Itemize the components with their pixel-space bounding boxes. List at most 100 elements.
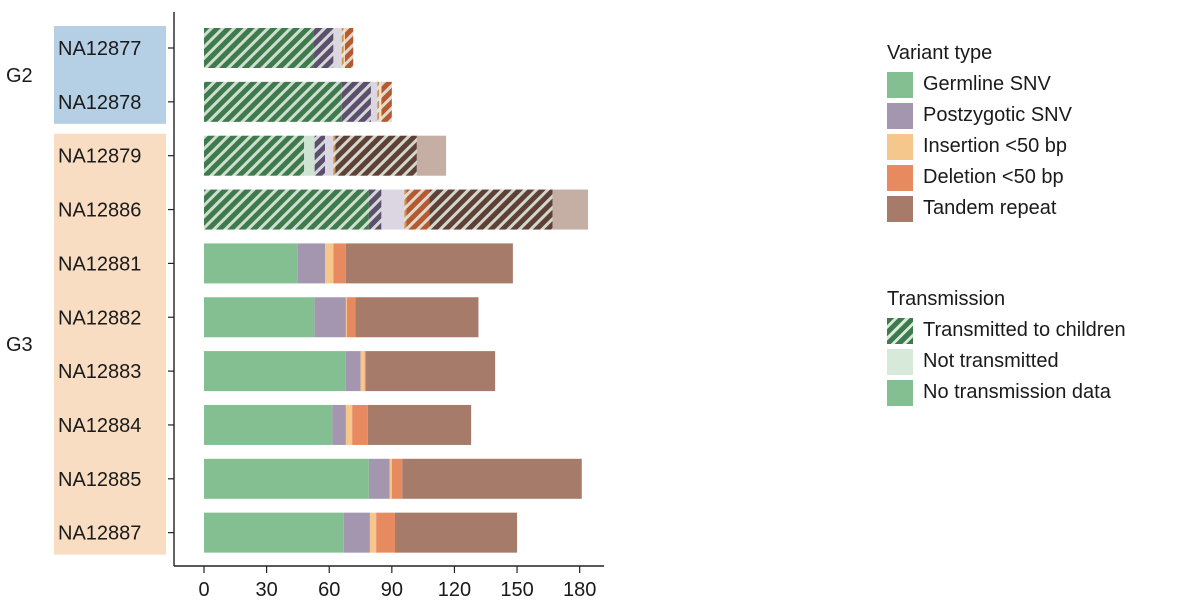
legend-swatch-transmitted bbox=[887, 317, 913, 344]
bar-segment-na12883-tandem-repeat-4 bbox=[365, 351, 496, 392]
x-tick-label-90: 90 bbox=[381, 579, 403, 600]
bar-segment-na12882-postzygotic-snv-1 bbox=[314, 297, 346, 338]
bar-segment-na12877-postzygotic-snv-1 bbox=[313, 28, 334, 68]
x-tick-label-0: 0 bbox=[198, 579, 209, 600]
x-tick-label-150: 150 bbox=[500, 579, 533, 600]
bar-segment-na12884-postzygotic-snv-1 bbox=[332, 404, 346, 445]
bar-segment-na12887-deletion-3 bbox=[376, 512, 395, 553]
x-tick-label-30: 30 bbox=[255, 579, 277, 600]
bar-segment-na12879-tandem-repeat-6 bbox=[416, 135, 447, 176]
legend-label-transmitted: Transmitted to children bbox=[923, 319, 1126, 341]
bar-segment-na12887-insertion-2 bbox=[369, 512, 377, 553]
legend-swatch-tandem-repeat bbox=[887, 195, 913, 222]
bar-segment-na12878-insertion-4 bbox=[379, 81, 382, 122]
legend-swatch-no-data bbox=[887, 379, 913, 406]
legend-item-tandem-repeat: Tandem repeat bbox=[887, 193, 1072, 224]
sample-label-na12878: NA12878 bbox=[58, 92, 141, 114]
legend-item-not-transmitted: Not transmitted bbox=[887, 346, 1126, 377]
bar-segment-na12886-germline-snv-0 bbox=[204, 189, 369, 230]
bar-segment-na12879-insertion-4 bbox=[333, 135, 336, 176]
bar-segment-na12877-germline-snv-0 bbox=[204, 28, 314, 68]
sample-label-na12885: NA12885 bbox=[58, 469, 141, 491]
sample-label-na12877: NA12877 bbox=[58, 38, 141, 60]
bar-segment-na12886-postzygotic-snv-1 bbox=[368, 189, 382, 230]
bar-segment-na12883-germline-snv-0 bbox=[204, 351, 346, 392]
legend-swatch-germline-snv bbox=[887, 71, 913, 98]
sample-label-na12887: NA12887 bbox=[58, 523, 141, 545]
legend-label-postzygotic-snv: Postzygotic SNV bbox=[923, 104, 1072, 126]
bar-segment-na12879-postzygotic-snv-3 bbox=[325, 135, 334, 176]
bar-segment-na12885-germline-snv-0 bbox=[204, 458, 369, 499]
bar-segment-na12883-deletion-3 bbox=[364, 351, 366, 392]
bar-segment-na12885-postzygotic-snv-1 bbox=[368, 458, 390, 499]
legend-item-germline-snv: Germline SNV bbox=[887, 69, 1072, 100]
bar-segment-na12878-deletion-5 bbox=[381, 81, 392, 122]
bar-segment-na12881-tandem-repeat-4 bbox=[345, 243, 513, 284]
sample-label-na12882: NA12882 bbox=[58, 307, 141, 329]
legend-swatch-not-transmitted bbox=[887, 348, 913, 375]
bar-segment-na12885-insertion-2 bbox=[389, 458, 392, 499]
group-band-g2 bbox=[54, 26, 166, 124]
legend-label-insertion: Insertion <50 bp bbox=[923, 135, 1067, 157]
group-band-g3 bbox=[54, 133, 166, 555]
legend-transmission-title: Transmission bbox=[887, 288, 1006, 310]
bar-segment-na12884-insertion-2 bbox=[345, 404, 353, 445]
bar-segment-na12878-germline-snv-0 bbox=[204, 81, 342, 122]
bar-segment-na12878-postzygotic-snv-2 bbox=[370, 81, 378, 122]
legend-label-tandem-repeat: Tandem repeat bbox=[923, 197, 1057, 219]
bar-segment-na12882-insertion-2 bbox=[345, 297, 347, 338]
legend-label-no-data: No transmission data bbox=[923, 381, 1111, 403]
bar-segment-na12879-germline-snv-1 bbox=[304, 135, 315, 176]
bar-segment-na12879-postzygotic-snv-2 bbox=[314, 135, 326, 176]
bar-segment-na12887-tandem-repeat-4 bbox=[394, 512, 518, 553]
legend-item-deletion: Deletion <50 bp bbox=[887, 162, 1072, 193]
legend-swatch-insertion bbox=[887, 133, 913, 160]
bar-segment-na12881-insertion-2 bbox=[325, 243, 334, 284]
legend-item-no-data: No transmission data bbox=[887, 377, 1126, 408]
legend-item-insertion: Insertion <50 bp bbox=[887, 131, 1072, 162]
bar-segment-na12882-tandem-repeat-4 bbox=[355, 297, 479, 338]
x-tick-label-120: 120 bbox=[438, 579, 471, 600]
bar-segment-na12877-insertion-4 bbox=[343, 28, 345, 68]
bar-segment-na12878-postzygotic-snv-1 bbox=[341, 81, 371, 122]
sample-label-na12886: NA12886 bbox=[58, 200, 141, 222]
sample-label-na12879: NA12879 bbox=[58, 146, 141, 168]
bar-segment-na12884-tandem-repeat-4 bbox=[367, 404, 472, 445]
bar-segment-na12887-germline-snv-0 bbox=[204, 512, 344, 553]
bar-segment-na12886-tandem-repeat-6 bbox=[552, 189, 589, 230]
bar-segment-na12883-postzygotic-snv-1 bbox=[345, 351, 361, 392]
axes: 0 30 60 90 120 150 180 bbox=[168, 12, 605, 600]
bar-segment-na12879-germline-snv-0 bbox=[204, 135, 305, 176]
legend-item-transmitted: Transmitted to children bbox=[887, 315, 1126, 346]
bar-segment-na12882-deletion-3 bbox=[346, 297, 356, 338]
bar-segment-na12884-germline-snv-0 bbox=[204, 404, 333, 445]
bar-segment-na12879-tandem-repeat-5 bbox=[335, 135, 417, 176]
bar-segment-na12877-insertion-3 bbox=[341, 28, 344, 68]
bar-segment-na12883-insertion-2 bbox=[360, 351, 365, 392]
bar-segment-na12887-postzygotic-snv-1 bbox=[343, 512, 370, 553]
sample-label-na12884: NA12884 bbox=[58, 415, 141, 437]
bar-segment-na12886-postzygotic-snv-2 bbox=[381, 189, 405, 230]
bar-segment-na12886-insertion-3 bbox=[404, 189, 407, 230]
bar-segment-na12885-deletion-3 bbox=[391, 458, 403, 499]
legend-variant-type: Variant type Germline SNV Postzygotic SN… bbox=[887, 42, 1072, 224]
group-label-g3: G3 bbox=[6, 334, 33, 356]
bar-segment-na12877-postzygotic-snv-2 bbox=[333, 28, 342, 68]
bar-segment-na12881-germline-snv-0 bbox=[204, 243, 298, 284]
group-bands: G2 G3 bbox=[6, 26, 166, 555]
bars: NA12877 NA12878 NA12879 NA12886 NA12881 NA128… bbox=[58, 28, 589, 553]
legend-label-deletion: Deletion <50 bp bbox=[923, 166, 1064, 188]
legend-item-postzygotic-snv: Postzygotic SNV bbox=[887, 100, 1072, 131]
bar-segment-na12886-tandem-repeat-5 bbox=[429, 189, 553, 230]
legend-swatch-deletion bbox=[887, 164, 913, 191]
legend-label-germline-snv: Germline SNV bbox=[923, 73, 1051, 95]
legend-label-not-transmitted: Not transmitted bbox=[923, 350, 1059, 372]
bar-segment-na12884-deletion-3 bbox=[352, 404, 368, 445]
bar-segment-na12885-tandem-repeat-4 bbox=[402, 458, 582, 499]
bar-segment-na12878-insertion-3 bbox=[377, 81, 380, 122]
legend-variant-title: Variant type bbox=[887, 42, 993, 64]
x-tick-label-60: 60 bbox=[318, 579, 340, 600]
x-tick-label-180: 180 bbox=[563, 579, 596, 600]
bar-segment-na12886-deletion-4 bbox=[406, 189, 430, 230]
